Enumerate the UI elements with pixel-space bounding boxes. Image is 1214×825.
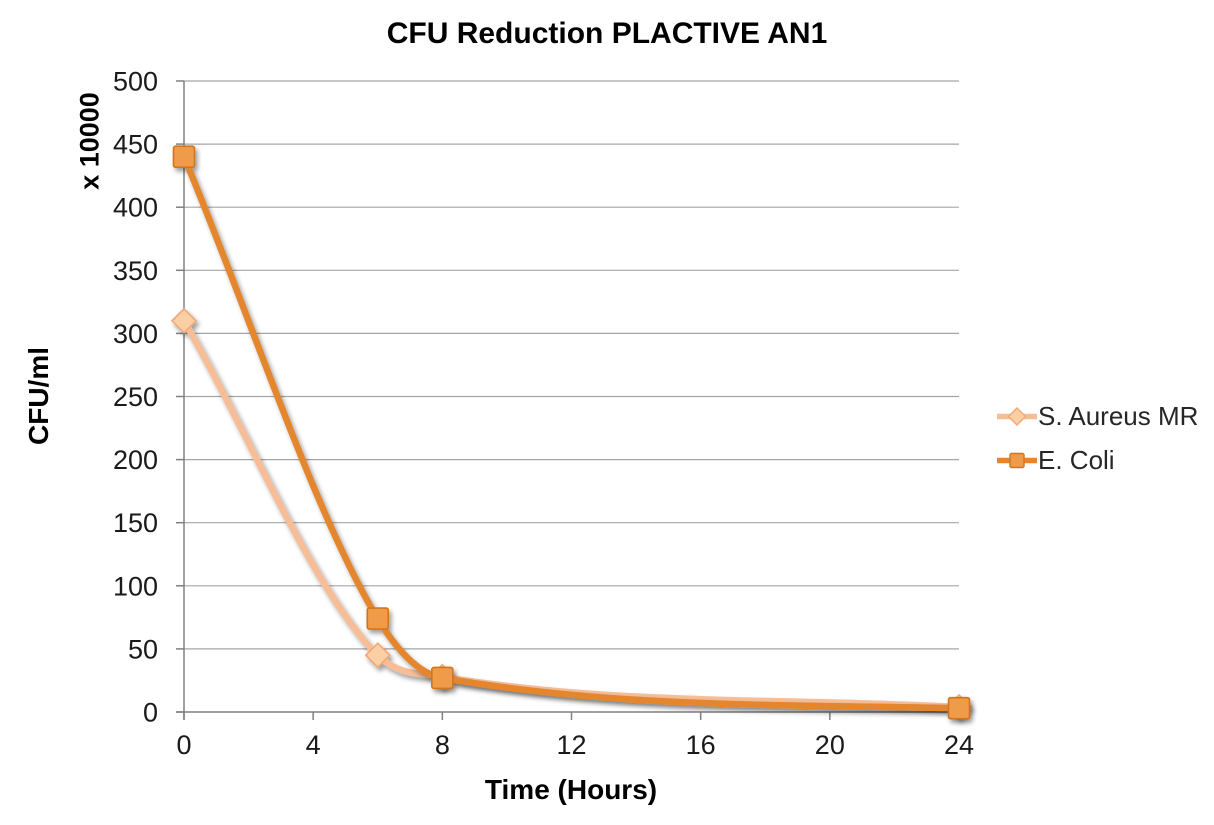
y-tick-label: 300 bbox=[113, 319, 158, 349]
y-tick-label: 200 bbox=[113, 445, 158, 475]
y-tick-label: 400 bbox=[113, 193, 158, 223]
marker-diamond-s-aureus-mr bbox=[364, 642, 391, 669]
marker-square-e-coli bbox=[947, 696, 971, 720]
series-line-s-aureus-mr bbox=[180, 317, 963, 711]
series-s-aureus-mr bbox=[170, 307, 973, 721]
y-tick-label: 250 bbox=[113, 382, 158, 412]
y-tick-label: 500 bbox=[113, 67, 158, 97]
marker-square-e-coli bbox=[431, 666, 454, 690]
series-e-coli bbox=[172, 145, 971, 720]
series-line-e-coli bbox=[180, 153, 963, 712]
legend-label: E. Coli bbox=[1038, 445, 1115, 475]
chart-title: CFU Reduction PLACTIVE AN1 bbox=[386, 17, 828, 50]
y-tick-label: 50 bbox=[128, 634, 158, 664]
axes bbox=[176, 80, 960, 720]
y-tick-label: 150 bbox=[113, 508, 158, 538]
y-tick-label: 350 bbox=[113, 256, 158, 286]
x-tick-label: 24 bbox=[944, 730, 974, 760]
y-tick-label: 100 bbox=[113, 571, 158, 601]
x-tick-label: 20 bbox=[815, 730, 845, 760]
x-tick-label: 0 bbox=[176, 730, 191, 760]
x-tick-label: 4 bbox=[306, 730, 321, 760]
x-axis-title: Time (Hours) bbox=[484, 774, 658, 805]
marker-square-e-coli bbox=[366, 607, 390, 630]
x-tick-label: 12 bbox=[556, 730, 586, 760]
legend-diamond-marker-icon bbox=[997, 407, 1037, 426]
gridlines bbox=[184, 80, 959, 650]
x-tick-label: 16 bbox=[686, 730, 716, 760]
y-tick-label: 0 bbox=[143, 698, 158, 728]
legend-label: S. Aureus MR bbox=[1038, 401, 1199, 431]
y-tick-label: 450 bbox=[113, 130, 158, 160]
legend-square-marker-icon bbox=[997, 452, 1037, 469]
tick-labels: 0 50 100 150 200 250 300 350 400 450 500 0 4 8 12 16 20 2… bbox=[113, 67, 974, 761]
x-tick-label: 8 bbox=[435, 730, 450, 760]
marker-diamond-s-aureus-mr bbox=[170, 307, 198, 334]
marker-square-e-coli bbox=[172, 145, 196, 169]
legend-item-e-coli: E. Coli bbox=[997, 447, 1198, 474]
legend-item-s-aureus-mr: S. Aureus MR bbox=[997, 403, 1198, 430]
legend: S. Aureus MR E. Coli bbox=[997, 403, 1198, 474]
